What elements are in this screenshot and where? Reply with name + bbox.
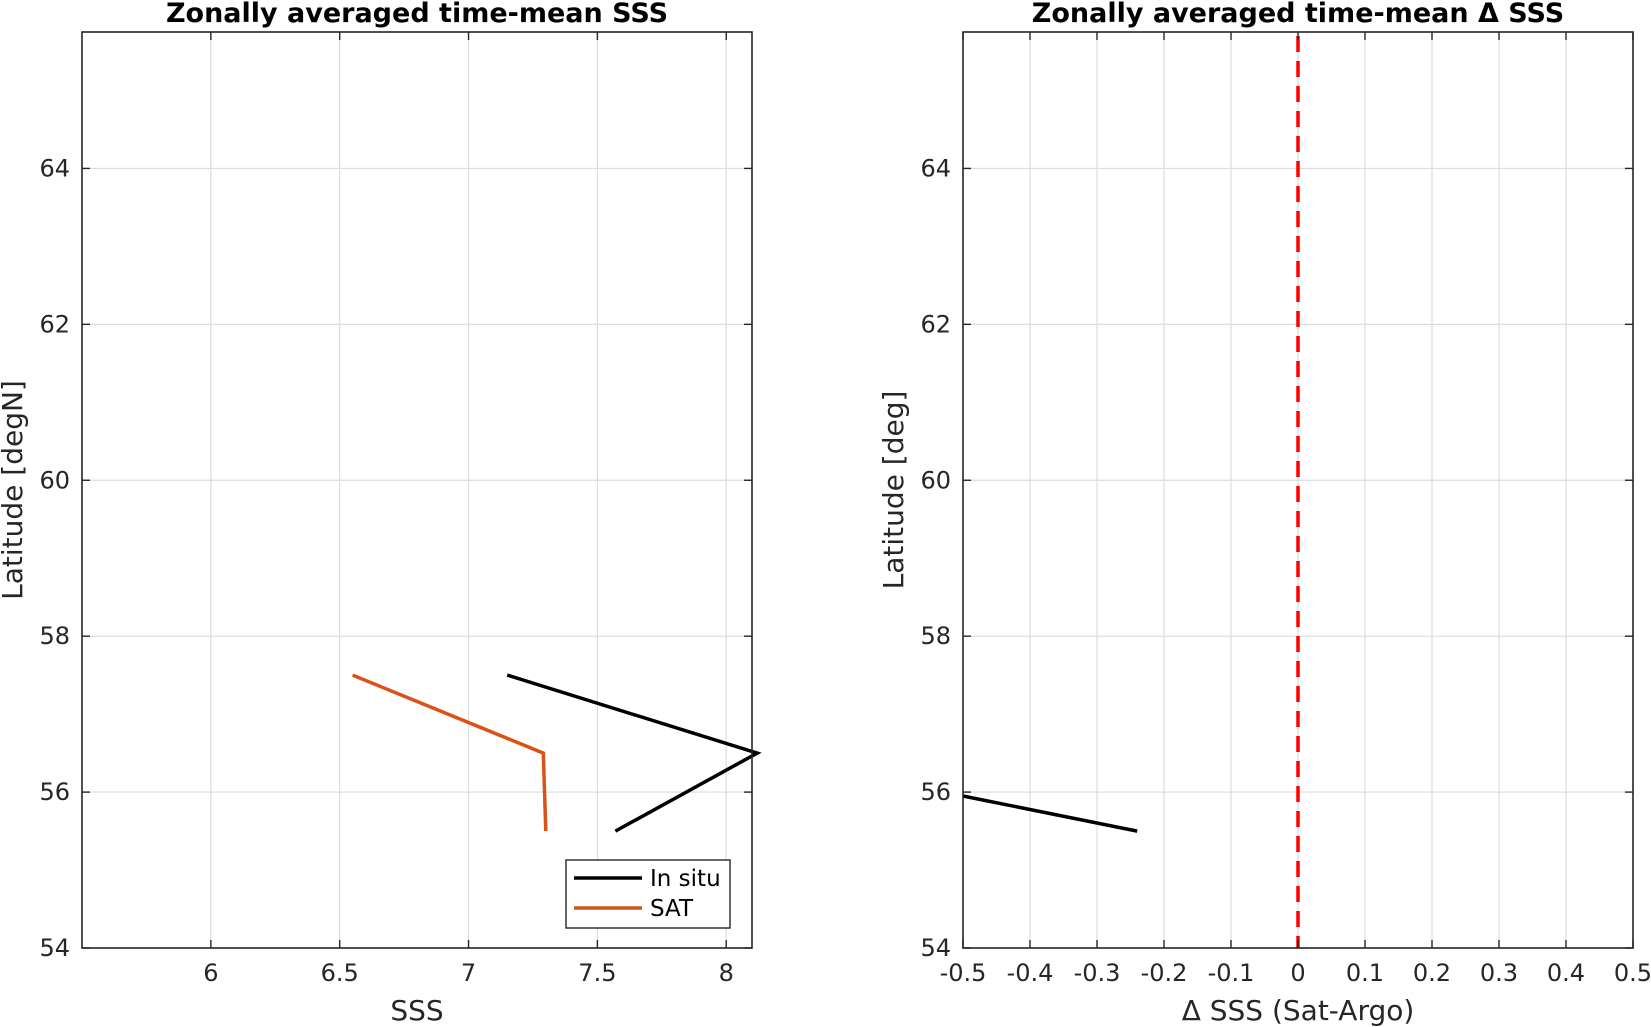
x-axis-label: Δ SSS (Sat-Argo) — [1182, 994, 1415, 1027]
y-tick-label: 56 — [39, 778, 70, 806]
x-tick-label: -0.4 — [1007, 959, 1054, 987]
x-tick-label: 8 — [719, 959, 734, 987]
series-line-0 — [962, 794, 1138, 833]
legend-label-in-situ: In situ — [650, 866, 721, 892]
y-tick-label: 60 — [920, 466, 951, 494]
legend: In situ SAT — [565, 859, 731, 929]
plot-area — [82, 32, 752, 948]
series-line-in-situ — [506, 673, 762, 833]
y-tick-label: 58 — [920, 622, 951, 650]
y-axis-label: Latitude [deg] — [877, 391, 910, 590]
y-tick-labels: 54 56 58 60 62 64 — [920, 154, 951, 962]
series-line-sat — [351, 673, 548, 832]
y-tick-label: 64 — [39, 154, 70, 182]
x-tick-label: 0.5 — [1614, 959, 1651, 987]
x-tick-labels: 6 6.5 7 7.5 8 — [203, 959, 734, 987]
x-tick-label: 0.1 — [1346, 959, 1384, 987]
y-axis-label: Latitude [degN] — [0, 380, 29, 600]
chart-title: Zonally averaged time-mean Δ SSS — [1032, 0, 1564, 29]
y-tick-label: 60 — [39, 466, 70, 494]
x-tick-label: 7 — [461, 959, 476, 987]
data-series — [962, 794, 1138, 833]
y-tick-label: 64 — [920, 154, 951, 182]
y-tick-label: 54 — [39, 934, 70, 962]
x-tick-label: -0.5 — [940, 959, 987, 987]
x-tick-label: 0.4 — [1547, 959, 1585, 987]
x-tick-label: 0 — [1290, 959, 1305, 987]
legend-box — [565, 859, 731, 929]
tick-marks — [962, 32, 1634, 949]
y-tick-labels: 54 56 58 60 62 64 — [39, 154, 70, 962]
x-axis-label: SSS — [390, 994, 443, 1027]
axes-box — [81, 31, 753, 949]
grid-lines — [82, 32, 752, 949]
data-series — [351, 673, 762, 833]
x-tick-label: 6.5 — [321, 959, 359, 987]
x-tick-label: 0.3 — [1480, 959, 1518, 987]
x-tick-label: -0.1 — [1208, 959, 1255, 987]
tick-marks — [82, 32, 752, 949]
x-tick-label: -0.3 — [1074, 959, 1121, 987]
sss-panel: 6 6.5 7 7.5 8 54 56 58 60 62 64 Zonally averaged … — [0, 0, 762, 1027]
chart-title: Zonally averaged time-mean SSS — [166, 0, 668, 29]
x-tick-label: 6 — [203, 959, 218, 987]
y-tick-label: 58 — [39, 622, 70, 650]
y-tick-label: 62 — [39, 310, 70, 338]
delta-sss-panel: -0.5 -0.4 -0.3 -0.2 -0.1 0 0.1 0.2 0.3 0.4 0.5 545… — [877, 0, 1651, 1027]
y-tick-label: 54 — [920, 934, 951, 962]
y-tick-label: 62 — [920, 310, 951, 338]
x-tick-label: -0.2 — [1141, 959, 1188, 987]
x-tick-label: 0.2 — [1413, 959, 1451, 987]
x-tick-labels: -0.5 -0.4 -0.3 -0.2 -0.1 0 0.1 0.2 0.3 0.4 0.5 — [940, 959, 1651, 987]
y-tick-label: 56 — [920, 778, 951, 806]
legend-label-sat: SAT — [650, 896, 694, 922]
x-tick-label: 7.5 — [578, 959, 616, 987]
